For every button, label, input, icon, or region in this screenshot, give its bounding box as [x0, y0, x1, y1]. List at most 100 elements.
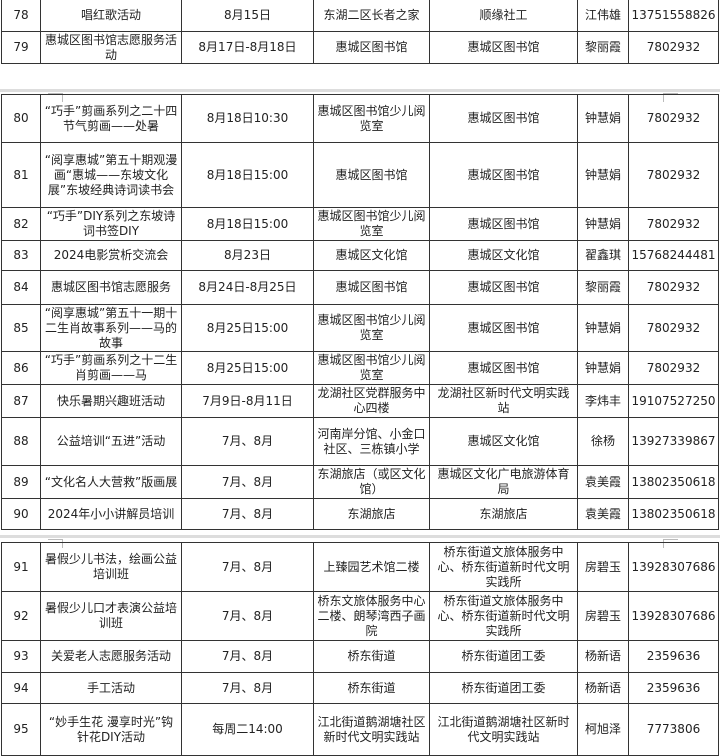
cell-no: 89 — [1, 465, 41, 499]
cell-venue: 东湖旅店（或区文化馆） — [313, 465, 430, 499]
cell-time: 每周二14:00 — [181, 703, 314, 756]
cell-no: 79 — [1, 31, 41, 64]
cell-no: 94 — [1, 672, 41, 704]
cell-no: 85 — [1, 304, 41, 352]
table-row: 80 “巧手”剪画系列之二十四节气剪画——处暑 8月18日10:30 惠城区图书馆少儿… — [1, 94, 719, 143]
cell-venue: 惠城区图书馆少儿阅览室 — [313, 304, 430, 352]
cell-activity: 关爱老人志愿服务活动 — [40, 640, 182, 673]
cell-venue: 惠城区文化馆 — [313, 240, 430, 271]
page-break — [0, 535, 720, 538]
table-row: 86 “巧手”剪画系列之十二生肖剪画——马 8月25日15:00 惠城区图书馆少儿阅览… — [1, 351, 719, 385]
cell-phone: 13751558826 — [628, 0, 719, 32]
cell-organizer: 惠城区文化馆 — [429, 240, 578, 271]
cell-contact: 徐杨 — [577, 417, 629, 466]
cell-no: 82 — [1, 207, 41, 241]
table-row: 83 2024电影赏析交流会 8月23日 惠城区文化馆 惠城区文化馆 翟鑫琪 1576824… — [1, 240, 719, 271]
cell-phone: 13927339867 — [628, 417, 719, 466]
cell-venue: 上臻园艺术馆二楼 — [313, 542, 430, 592]
cell-time: 8月24日-8月25日 — [181, 270, 314, 305]
cell-organizer: 龙湖社区新时代文明实践站 — [429, 384, 578, 418]
cell-activity: “巧手”剪画系列之十二生肖剪画——马 — [40, 351, 182, 385]
cell-phone: 7802932 — [628, 31, 719, 64]
cell-contact: 黎丽霞 — [577, 31, 629, 64]
cell-contact: 李炜丰 — [577, 384, 629, 418]
cell-venue: 惠城区图书馆少儿阅览室 — [313, 351, 430, 385]
cell-phone: 13928307686 — [628, 542, 719, 592]
cell-contact: 袁美霞 — [577, 465, 629, 499]
table-row: 82 “巧手”DIY系列之东坡诗词书签DIY 8月18日15:00 惠城区图书馆少儿阅… — [1, 207, 719, 241]
cell-venue: 江北街道鹅湖塘社区新时代文明实践站 — [313, 703, 430, 756]
cell-activity: 惠城区图书馆志愿服务活动 — [40, 31, 182, 64]
cell-venue: 东湖二区长者之家 — [313, 0, 430, 32]
cell-organizer: 惠城区图书馆 — [429, 304, 578, 352]
cell-contact: 江伟雄 — [577, 0, 629, 32]
cell-phone: 13802350618 — [628, 465, 719, 499]
cell-no: 86 — [1, 351, 41, 385]
cell-venue: 龙湖社区党群服务中心四楼 — [313, 384, 430, 418]
cell-contact: 钟慧娟 — [577, 94, 629, 143]
cell-time: 8月25日15:00 — [181, 304, 314, 352]
table-row: 85 “阅享惠城”第五十一期十二生肖故事系列——马的故事 8月25日15:00 惠城区… — [1, 304, 719, 352]
cell-contact: 袁美霞 — [577, 498, 629, 530]
cell-no: 80 — [1, 94, 41, 143]
cell-time: 8月18日15:00 — [181, 207, 314, 241]
cell-activity: 2024年小小讲解员培训 — [40, 498, 182, 530]
cell-organizer: 桥东街道团工委 — [429, 640, 578, 673]
cell-phone: 2359636 — [628, 640, 719, 673]
cell-no: 92 — [1, 591, 41, 641]
table-row: 95 “妙手生花 漫享时光”钩针花DIY活动 每周二14:00 江北街道鹅湖塘社区新时… — [1, 703, 719, 756]
table-row: 79 惠城区图书馆志愿服务活动 8月17日-8月18日 惠城区图书馆 惠城区图书馆 黎丽霞… — [1, 31, 719, 64]
cell-venue: 桥东文旅体服务中心二楼、朗琴湾西子画院 — [313, 591, 430, 641]
cell-activity: 手工活动 — [40, 672, 182, 704]
cell-venue: 桥东街道 — [313, 640, 430, 673]
cell-venue: 桥东街道 — [313, 672, 430, 704]
cell-time: 7月、8月 — [181, 542, 314, 592]
cell-organizer: 桥东街道文旅体服务中心、桥东街道新时代文明实践所 — [429, 591, 578, 641]
cell-activity: 暑假少儿口才表演公益培训班 — [40, 591, 182, 641]
cell-phone: 13802350618 — [628, 498, 719, 530]
table-row: 88 公益培训“五进”活动 7月、8月 河南岸分馆、小金口社区、三栋镇小学 惠城区文化馆… — [1, 417, 719, 466]
cell-phone: 19107527250 — [628, 384, 719, 418]
table-row: 84 惠城区图书馆志愿服务 8月24日-8月25日 惠城区图书馆 惠城区图书馆 黎丽霞 78… — [1, 270, 719, 305]
cell-organizer: 惠城区图书馆 — [429, 142, 578, 208]
cell-organizer: 惠城区图书馆 — [429, 94, 578, 143]
cell-organizer: 桥东街道文旅体服务中心、桥东街道新时代文明实践所 — [429, 542, 578, 592]
cell-contact: 房碧玉 — [577, 591, 629, 641]
cell-venue: 惠城区图书馆 — [313, 142, 430, 208]
cell-time: 8月17日-8月18日 — [181, 31, 314, 64]
cell-no: 95 — [1, 703, 41, 756]
cell-organizer: 惠城区文化广电旅游体育局 — [429, 465, 578, 499]
cell-time: 7月、8月 — [181, 465, 314, 499]
cell-activity: 公益培训“五进”活动 — [40, 417, 182, 466]
cell-time: 8月18日15:00 — [181, 142, 314, 208]
cell-no: 87 — [1, 384, 41, 418]
cell-no: 90 — [1, 498, 41, 530]
cell-activity: 惠城区图书馆志愿服务 — [40, 270, 182, 305]
table-row: 87 快乐暑期兴趣班活动 7月9日-8月11日 龙湖社区党群服务中心四楼 龙湖社区新时代… — [1, 384, 719, 418]
cell-organizer: 惠城区图书馆 — [429, 270, 578, 305]
cell-no: 91 — [1, 542, 41, 592]
cell-no: 84 — [1, 270, 41, 305]
cell-time: 7月、8月 — [181, 417, 314, 466]
cell-venue: 东湖旅店 — [313, 498, 430, 530]
cell-phone: 7802932 — [628, 351, 719, 385]
cell-time: 7月9日-8月11日 — [181, 384, 314, 418]
table-row: 81 “阅享惠城”第五十期观漫画“惠城——东坡文化展”东坡经典诗词读书会 8月18日… — [1, 142, 719, 208]
table-row: 92 暑假少儿口才表演公益培训班 7月、8月 桥东文旅体服务中心二楼、朗琴湾西子画院桥… — [1, 591, 719, 641]
table-row: 93 关爱老人志愿服务活动 7月、8月 桥东街道 桥东街道团工委 杨新语 2359636 — [1, 640, 719, 673]
activity-table-section: 80 “巧手”剪画系列之二十四节气剪画——处暑 8月18日10:30 惠城区图书馆少儿… — [1, 94, 719, 530]
cell-contact: 房碧玉 — [577, 542, 629, 592]
cell-activity: “巧手”DIY系列之东坡诗词书签DIY — [40, 207, 182, 241]
cell-contact: 钟慧娟 — [577, 142, 629, 208]
cell-organizer: 惠城区图书馆 — [429, 31, 578, 64]
cell-phone: 7773806 — [628, 703, 719, 756]
cell-organizer: 东湖旅店 — [429, 498, 578, 530]
cell-activity: “阅享惠城”第五十期观漫画“惠城——东坡文化展”东坡经典诗词读书会 — [40, 142, 182, 208]
cell-contact: 柯旭泽 — [577, 703, 629, 756]
cell-activity: “妙手生花 漫享时光”钩针花DIY活动 — [40, 703, 182, 756]
page-break — [0, 89, 720, 92]
cell-time: 7月、8月 — [181, 498, 314, 530]
cell-organizer: 桥东街道团工委 — [429, 672, 578, 704]
cell-venue: 河南岸分馆、小金口社区、三栋镇小学 — [313, 417, 430, 466]
cell-no: 81 — [1, 142, 41, 208]
